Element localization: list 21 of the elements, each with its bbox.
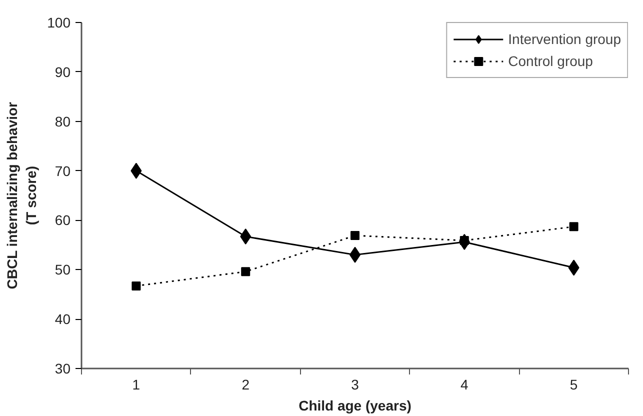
y-tick-label: 60 [54, 212, 71, 228]
y-tick-label: 90 [54, 64, 71, 80]
point [241, 267, 250, 276]
y-tick-label: 70 [54, 162, 71, 179]
y-tick-label: 40 [54, 311, 71, 328]
point [132, 281, 141, 290]
x-axis-title: Child age (years) [298, 398, 412, 414]
y-tick-label: 80 [54, 113, 71, 130]
x-tick-label: 4 [460, 376, 469, 392]
x-tick-label: 1 [132, 376, 140, 392]
point [350, 231, 360, 240]
legend-label: Control group [508, 53, 593, 69]
y-tick-label: 30 [54, 360, 71, 376]
y-axis-title: CBCL internalizing behavior (T score) [4, 101, 40, 290]
legend-label: Intervention group [508, 31, 621, 47]
y-tick-label: 100 [47, 14, 71, 30]
x-tick-label: 2 [242, 376, 250, 392]
point [569, 222, 578, 232]
x-tick-label: 5 [570, 376, 578, 392]
y-tick-label: 50 [54, 262, 71, 278]
x-tick-label: 3 [351, 376, 360, 392]
